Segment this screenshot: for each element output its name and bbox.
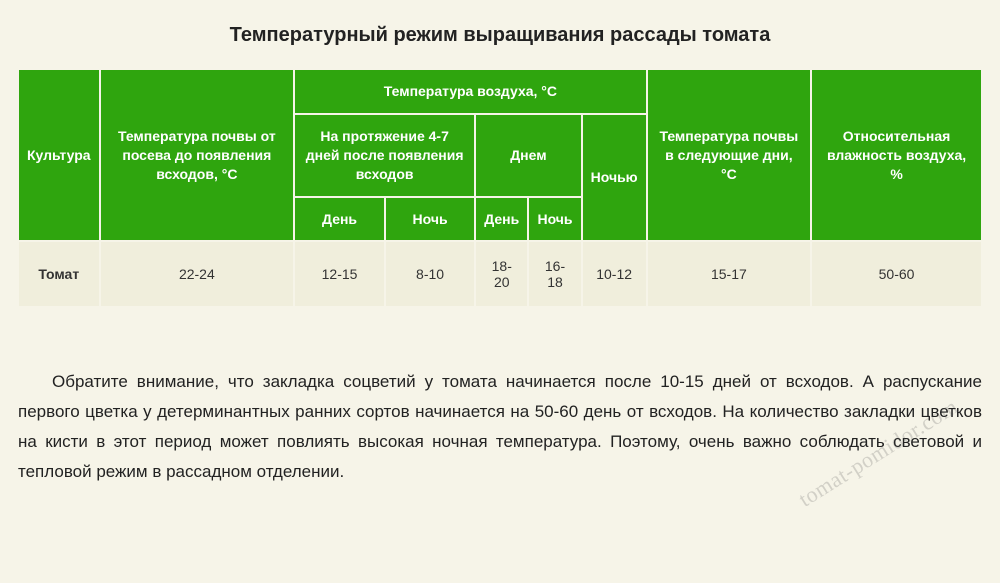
col-after47: На протяжение 4-7 дней после появления в…	[294, 114, 475, 197]
note-paragraph: Обратите внимание, что закладка соцветий…	[18, 367, 982, 486]
col-daytime-night: Ночь	[528, 197, 581, 242]
col-soil-sowing: Температура почвы от посева до появления…	[100, 69, 295, 241]
col-humidity: Относительная влажность воздуха, %	[811, 69, 982, 241]
col-after47-night: Ночь	[385, 197, 475, 242]
col-air-group: Температура воздуха, °С	[294, 69, 647, 114]
cell-soil-following: 15-17	[647, 241, 811, 307]
col-after47-day: День	[294, 197, 385, 242]
col-daytime: Днем	[475, 114, 581, 197]
cell-after47-day: 12-15	[294, 241, 385, 307]
cell-daytime-night: 16-18	[528, 241, 581, 307]
temperature-table: Культура Температура почвы от посева до …	[18, 69, 982, 307]
table-row: Томат 22-24 12-15 8-10 18-20 16-18 10-12…	[18, 241, 982, 307]
cell-culture: Томат	[18, 241, 100, 307]
col-night: Ночью	[582, 114, 647, 242]
cell-humidity: 50-60	[811, 241, 982, 307]
page-title: Температурный режим выращивания рассады …	[18, 24, 982, 47]
col-culture: Культура	[18, 69, 100, 241]
cell-night: 10-12	[582, 241, 647, 307]
col-daytime-day: День	[475, 197, 528, 242]
cell-daytime-day: 18-20	[475, 241, 528, 307]
col-soil-following: Температура почвы в следующие дни, °С	[647, 69, 811, 241]
cell-after47-night: 8-10	[385, 241, 475, 307]
cell-soil-sowing: 22-24	[100, 241, 295, 307]
